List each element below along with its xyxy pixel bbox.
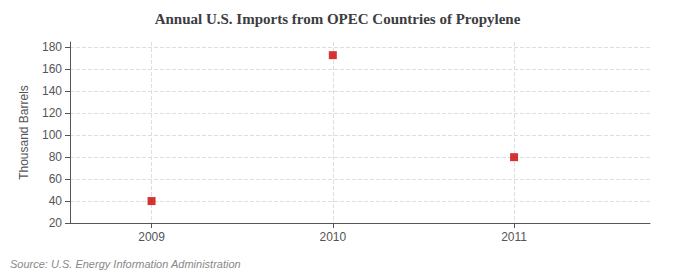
svg-text:80: 80 [49, 150, 63, 164]
svg-text:Thousand Barrels: Thousand Barrels [17, 85, 31, 180]
svg-text:40: 40 [49, 194, 63, 208]
svg-text:2010: 2010 [319, 230, 346, 244]
svg-text:140: 140 [42, 84, 62, 98]
svg-text:120: 120 [42, 106, 62, 120]
svg-text:100: 100 [42, 128, 62, 142]
svg-text:180: 180 [42, 40, 62, 54]
svg-text:Source: U.S. Energy Informatio: Source: U.S. Energy Information Administ… [10, 258, 241, 270]
svg-text:Annual U.S. Imports from OPEC: Annual U.S. Imports from OPEC Countries … [155, 11, 521, 27]
svg-text:2011: 2011 [501, 230, 527, 244]
svg-text:2009: 2009 [138, 230, 165, 244]
svg-text:60: 60 [49, 172, 63, 186]
svg-text:160: 160 [42, 62, 62, 76]
svg-text:20: 20 [49, 216, 63, 230]
